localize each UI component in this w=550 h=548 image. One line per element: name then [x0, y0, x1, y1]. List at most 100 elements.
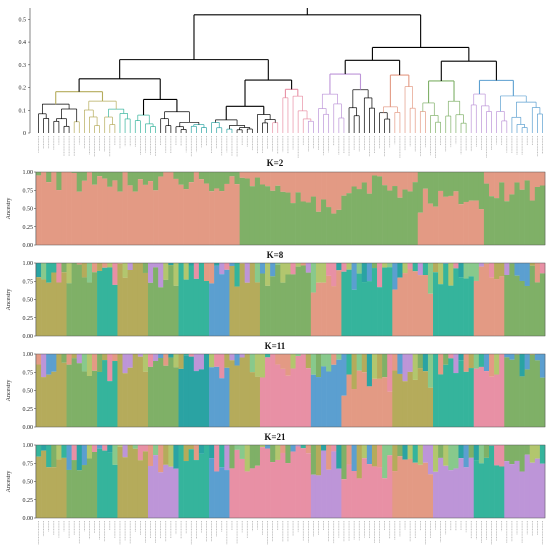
ancestry-bar-minor: [224, 354, 230, 368]
ancestry-bar-minor: [147, 445, 154, 466]
ancestry-bar-minor: [397, 263, 403, 278]
ancestry-bar-major: [489, 376, 495, 427]
ancestry-bar-minor: [259, 263, 266, 274]
ancestry-bar-major: [163, 172, 169, 245]
ancestry-bar-major: [407, 371, 413, 427]
ancestry-bar-minor: [331, 354, 337, 365]
ancestry-bar-major: [463, 201, 469, 245]
ancestry-bar-major: [198, 263, 205, 336]
ancestry-bar-minor: [402, 172, 408, 190]
ancestry-bar-major: [534, 458, 541, 518]
y-tick-label: 0.50: [23, 389, 34, 395]
ancestry-bar-major: [265, 186, 271, 245]
ancestry-bar-minor: [438, 354, 444, 375]
ancestry-bar-minor: [214, 445, 220, 472]
ancestry-bar-major: [407, 269, 413, 336]
ancestry-bar-major: [239, 177, 245, 245]
ancestry-bar-major: [244, 354, 251, 427]
ancestry-bar-minor: [458, 354, 464, 361]
ancestry-bar-minor: [188, 445, 195, 450]
ancestry-bar-major: [168, 357, 174, 427]
ancestry-bar-major: [478, 266, 485, 336]
ancestry-bar-minor: [529, 354, 536, 355]
ancestry-bar-minor: [259, 354, 266, 378]
ancestry-bar-major: [295, 446, 301, 518]
ancestry-bar-minor: [351, 172, 357, 187]
ancestry-bar-major: [438, 190, 444, 245]
ancestry-bar-major: [178, 368, 184, 427]
y-tick-label: 0.25: [23, 225, 34, 231]
panel-title-k2: K=2: [267, 158, 284, 168]
ancestry-bar-minor: [295, 263, 301, 267]
ancestry-bar-major: [524, 180, 531, 245]
ancestry-bar-minor: [489, 445, 495, 446]
ancestry-bar-minor: [529, 445, 536, 463]
ancestry-bar-minor: [158, 172, 164, 177]
ancestry-bar-major: [321, 366, 327, 427]
panel-border: [35, 353, 546, 428]
ancestry-bar-major: [453, 191, 459, 245]
ancestry-bar-minor: [402, 445, 408, 460]
ancestry-bar-minor: [356, 445, 363, 479]
ancestry-bar-major: [102, 178, 108, 245]
ancestry-bar-minor: [321, 354, 327, 367]
ancestry-bar-major: [229, 360, 235, 427]
ancestry-bar-major: [453, 468, 459, 518]
ancestry-bar-minor: [158, 263, 164, 288]
ancestry-bar-major: [315, 282, 322, 336]
ancestry-bar-minor: [539, 172, 546, 186]
ancestry-bar-minor: [382, 354, 388, 378]
panel-border: [35, 262, 546, 337]
bottom-leaf-labels: [38, 521, 543, 545]
ancestry-bar-major: [132, 448, 139, 518]
ancestry-bar-minor: [514, 172, 520, 183]
y-tick-label: 0.75: [23, 370, 34, 376]
y-tick-label: 0.50: [23, 298, 34, 304]
ancestry-bar-minor: [463, 172, 469, 202]
ancestry-bar-major: [468, 368, 475, 427]
ancestry-bar-minor: [112, 172, 118, 181]
ancestry-bar-major: [463, 278, 469, 336]
ancestry-bar-major: [539, 463, 546, 518]
ancestry-bar-minor: [36, 263, 42, 278]
ancestry-bar-minor: [336, 172, 342, 210]
ancestry-bar-minor: [265, 263, 271, 286]
ancestry-bar-major: [351, 471, 357, 518]
ancestry-bar-major: [254, 282, 261, 336]
ancestry-bar-minor: [433, 445, 439, 472]
ancestry-bar-minor: [229, 354, 235, 361]
ancestry-bar-major: [137, 179, 144, 245]
ancestry-bar-major: [478, 209, 485, 245]
ancestry-bar-major: [351, 388, 357, 427]
ancestry-bar-major: [483, 183, 490, 245]
ancestry-bar-minor: [300, 263, 307, 266]
ancestry-bar-major: [56, 282, 62, 336]
ancestry-bar-major: [387, 455, 393, 518]
ancestry-bar-minor: [473, 172, 480, 201]
ancestry-bar-major: [433, 272, 439, 336]
ancestry-bar-minor: [117, 445, 123, 447]
ancestry-bar-minor: [97, 172, 103, 177]
ancestry-bar-minor: [443, 445, 449, 466]
panel-border: [35, 444, 546, 519]
ancestry-bar-major: [351, 289, 357, 336]
ancestry-bar-major: [361, 182, 368, 245]
ancestry-bar-minor: [504, 172, 510, 202]
ancestry-bar-major: [448, 285, 454, 336]
ancestry-bar-major: [147, 181, 154, 245]
ancestry-bar-major: [397, 277, 403, 336]
ancestry-bar-major: [270, 276, 276, 336]
ancestry-bar-minor: [494, 445, 500, 466]
ancestry-bar-minor: [315, 354, 322, 378]
ancestry-bar-minor: [86, 354, 93, 376]
ancestry-bar-minor: [366, 263, 373, 282]
ancestry-bar-major: [336, 270, 342, 336]
ancestry-bar-major: [285, 274, 291, 336]
ancestry-bar-minor: [198, 354, 205, 370]
ancestry-bar-major: [81, 180, 88, 245]
ancestry-bar-minor: [198, 172, 205, 180]
ancestry-bar-minor: [173, 172, 179, 179]
ancestry-bar-major: [412, 182, 419, 245]
ancestry-bar-major: [315, 211, 322, 245]
